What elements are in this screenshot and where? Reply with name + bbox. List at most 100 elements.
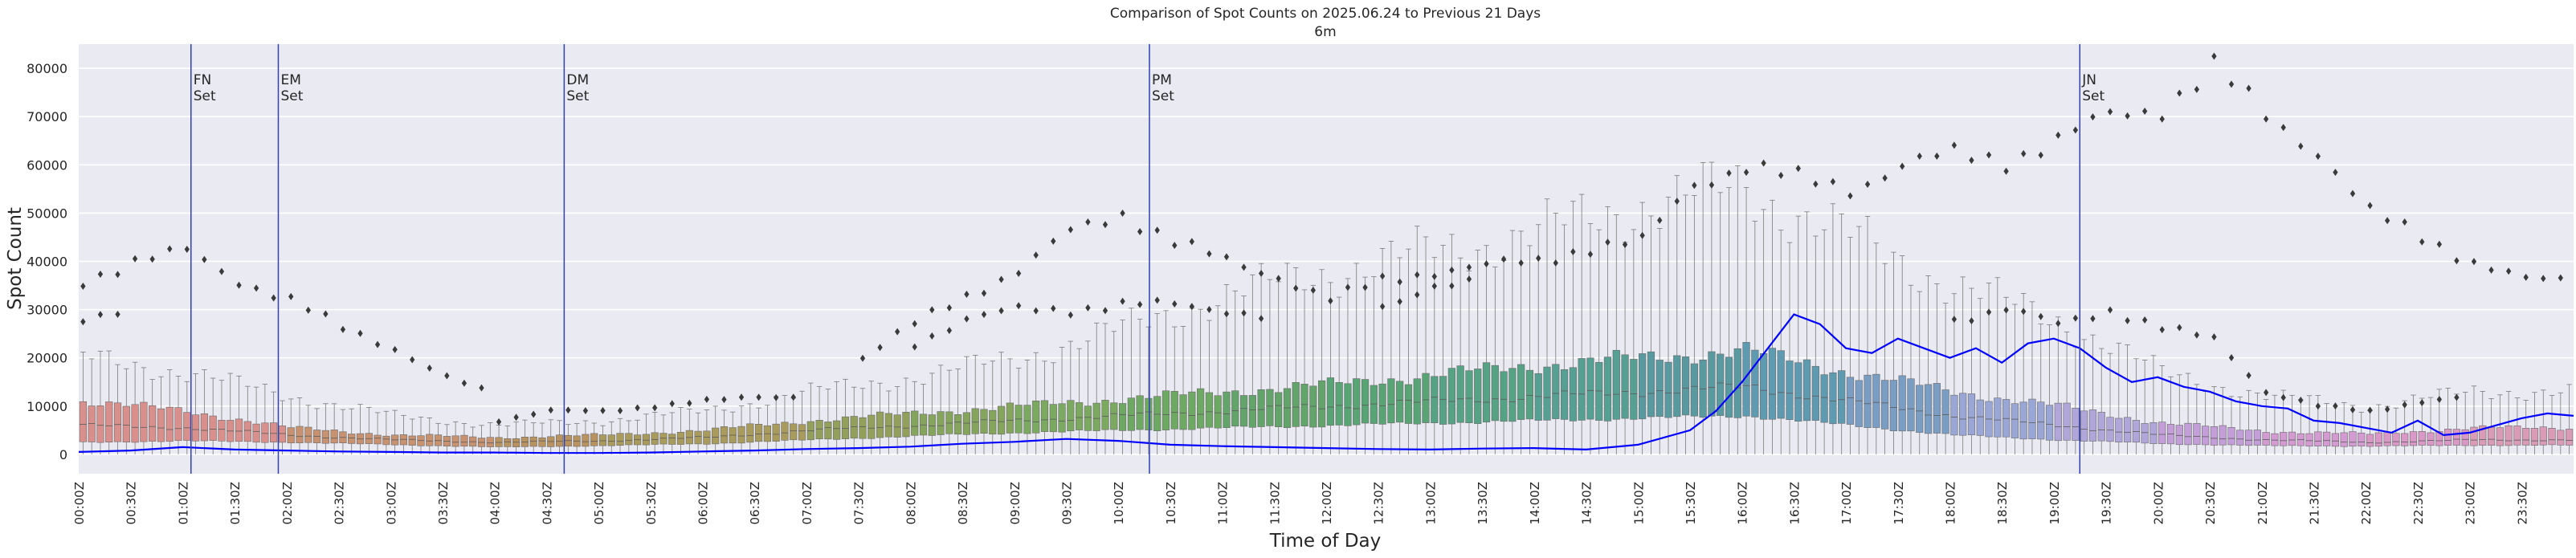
outlier-point [2349,189,2356,198]
box-body [859,417,867,439]
x-tick-label: 11:30Z [1268,482,1282,525]
box-body [1378,383,1386,425]
box-body [1794,362,1802,422]
y-tick-label: 30000 [27,303,67,318]
box-plot [2444,387,2452,454]
box-plot [469,426,477,454]
box-plot [1872,242,1880,454]
box-body [1413,378,1421,425]
box-plot [2340,401,2348,454]
x-tick-label: 09:00Z [1008,482,1023,525]
outlier-point [2315,402,2321,410]
box-body [555,434,564,447]
box-plot [824,389,832,454]
box-plot [2539,389,2547,454]
box-plot [712,405,720,454]
outlier-point [2558,274,2563,282]
y-tick-label: 50000 [27,206,67,221]
box-plot [1317,269,1326,454]
box-plot [1049,362,1057,454]
box-plot [1378,248,1386,454]
box-body [2557,430,2565,446]
box-body [2088,409,2097,442]
box-plot [1508,230,1517,454]
outlier-point [2003,306,2009,314]
outlier-point [2333,402,2338,410]
box-body [937,411,945,435]
outlier-point [1570,247,1576,255]
box-body [694,430,702,445]
box-body [1603,356,1612,422]
box-body [1864,374,1872,428]
box-body [2401,433,2409,446]
outlier-point [2246,84,2251,92]
box-plot [1534,224,1542,454]
box-plot [1578,193,1586,454]
outlier-point [600,406,606,414]
outlier-point [167,245,173,253]
box-body [1690,363,1698,417]
box-body [2340,432,2348,447]
box-plot [1197,308,1205,454]
box-body [607,434,615,446]
box-plot [1768,199,1777,454]
box-body [1681,356,1690,416]
outlier-point [1258,315,1264,323]
box-body [2141,423,2149,444]
box-plot [1639,202,1647,454]
box-plot [2158,365,2166,454]
outlier-point [946,303,953,312]
outlier-point [149,255,155,263]
outlier-points [80,52,2563,426]
box-plot [417,416,425,454]
y-tick-label: 10000 [27,399,67,414]
box-plot [235,375,243,454]
outlier-point [202,255,207,263]
box-plot [2358,411,2366,454]
outlier-point [964,290,970,298]
outlier-point [929,332,935,340]
box-plot [1855,226,1863,454]
box-body [2202,426,2210,446]
outlier-point [2436,395,2442,403]
box-plot [191,373,200,454]
box-plots [79,161,2574,454]
box-plot [884,390,892,454]
box-plot [2088,334,2097,454]
outlier-point [2298,142,2304,150]
box-body [2193,423,2201,445]
outlier-point [1951,316,1958,324]
outlier-point [1969,157,1974,165]
x-tick-label: 19:00Z [2047,482,2062,525]
box-body [304,426,312,443]
box-body [1239,395,1248,427]
x-tick-label: 13:30Z [1476,482,1490,525]
box-plot [1916,291,1924,454]
outlier-point [1258,270,1264,278]
x-tick-label: 02:00Z [280,482,295,525]
outlier-point [1172,299,1178,308]
box-body [1811,365,1819,421]
box-body [703,430,711,445]
box-body [399,434,408,446]
box-plot [1586,223,1594,454]
box-body [2539,426,2547,446]
outlier-point [1882,174,1888,182]
outlier-point [1830,177,1836,185]
box-body [1829,372,1837,425]
box-body [1907,378,1915,432]
box-body [2028,398,2036,440]
box-body [2219,425,2227,446]
box-body [1500,371,1508,422]
box-plot [1717,192,1725,454]
box-plot [287,398,295,454]
box-body [1655,360,1664,417]
box-body [1214,395,1222,429]
box-plot [1976,298,1984,454]
outlier-point [1795,165,1801,173]
box-plot [2505,391,2513,454]
box-body [348,434,356,444]
box-plot [1257,263,1265,454]
y-axis-ticks: 0 10000 20000 30000 40000 50000 60000 70000 8000… [27,61,67,462]
